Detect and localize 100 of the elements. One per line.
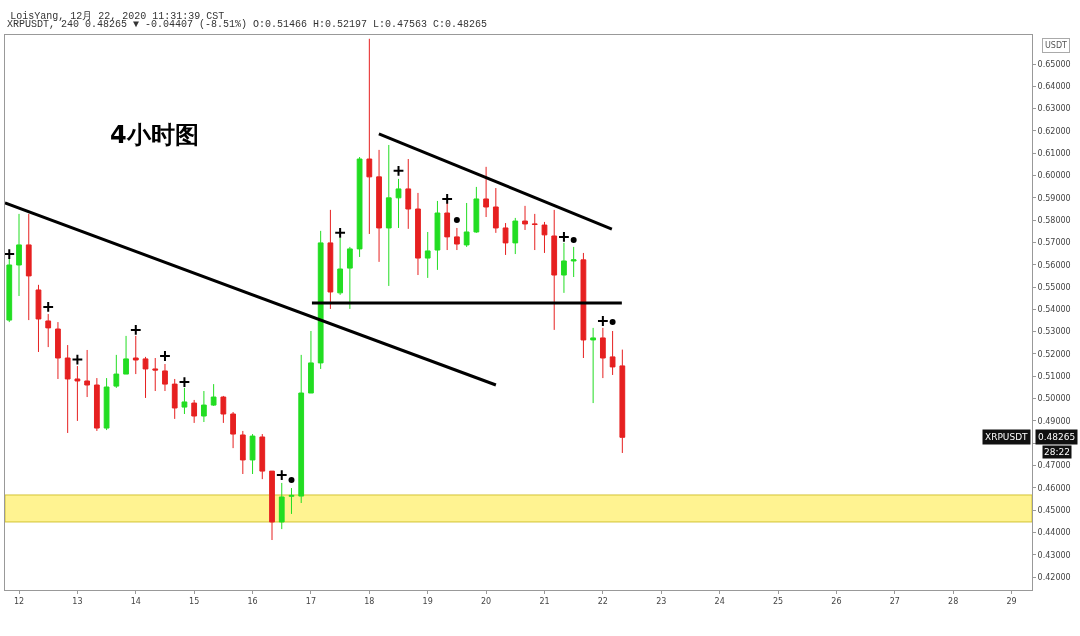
- x-tick-label: 18: [364, 596, 375, 606]
- x-tick-label: 19: [422, 596, 433, 606]
- candlestick: [25, 213, 32, 321]
- candlestick: [308, 330, 314, 394]
- candlestick: [74, 365, 81, 422]
- candlestick: [599, 327, 606, 379]
- point: [159, 350, 171, 362]
- x-tick-label: 13: [72, 596, 83, 606]
- candlestick: [570, 246, 577, 278]
- candlestick: [123, 335, 129, 375]
- candlestick: [45, 313, 52, 348]
- x-tick-label: 28: [948, 596, 959, 606]
- candlestick: [210, 383, 217, 407]
- candlestick: [239, 430, 246, 475]
- candlestick: [473, 186, 480, 234]
- candlestick: [230, 411, 236, 449]
- y-tick-label: 0.61000: [1037, 149, 1071, 159]
- annotation: XRPUSDT: [985, 432, 1029, 442]
- y-tick-label: 0.43000: [1037, 550, 1071, 560]
- candlestick: [171, 378, 178, 420]
- y-tick-label: 0.64000: [1037, 82, 1071, 92]
- candlestick: [444, 202, 451, 251]
- candlestick: [16, 213, 22, 297]
- candlestick: [415, 192, 421, 276]
- candlestick: [502, 222, 509, 256]
- candlestick: [269, 470, 275, 541]
- point: [178, 376, 191, 388]
- y-tick-label: 0.59000: [1037, 193, 1071, 203]
- y-tick-label: 0.57000: [1037, 238, 1071, 248]
- candlestick: [395, 178, 402, 229]
- text: 28:22: [1044, 447, 1070, 457]
- candlestick: [531, 213, 538, 251]
- candlestick: [84, 349, 91, 398]
- annotation: 4小时图: [110, 121, 199, 149]
- candlestick: [288, 487, 295, 515]
- candlestick: [259, 433, 266, 480]
- candlestick: [424, 231, 431, 279]
- y-tick-label: 0.51000: [1037, 372, 1071, 382]
- y-axis-title: USDT: [1045, 41, 1068, 50]
- candlestick: [162, 363, 168, 392]
- x-tick-label: 16: [247, 596, 258, 606]
- y-tick-label: 0.46000: [1037, 483, 1071, 493]
- x-tick-label: 26: [831, 596, 842, 606]
- point: [441, 193, 454, 205]
- x-tick-label: 15: [189, 596, 200, 606]
- x-tick-label: 29: [1006, 596, 1017, 606]
- candlestick: [249, 433, 256, 475]
- text: 0.48265: [1038, 432, 1076, 442]
- point: [596, 315, 609, 327]
- candlestick: [619, 349, 626, 454]
- y-tick-label: 0.52000: [1037, 349, 1071, 359]
- x-tick-label: 27: [889, 596, 900, 606]
- candlestick: [522, 205, 528, 231]
- x-tick-label: 17: [305, 596, 317, 606]
- candlestick: [317, 230, 324, 370]
- y-tick-label: 0.56000: [1037, 260, 1071, 270]
- candlestick: [6, 257, 13, 323]
- candlestick: [298, 354, 305, 504]
- candlestick: [580, 252, 587, 359]
- y-tick-label: 0.54000: [1037, 305, 1071, 315]
- candlestick: [609, 330, 616, 376]
- candlestick: [541, 221, 548, 254]
- candlestick: [113, 354, 120, 389]
- candlestick: [551, 209, 558, 331]
- y-tick-label: 0.44000: [1037, 528, 1071, 538]
- y-tick-label: 0.47000: [1037, 461, 1071, 471]
- point: [288, 477, 295, 484]
- candlestick: [142, 356, 149, 399]
- candlestick: [366, 38, 373, 235]
- candlestick: [201, 390, 207, 423]
- x-tick-label: 14: [130, 596, 141, 606]
- candlestick: [181, 387, 188, 415]
- y-tick-label: 0.63000: [1037, 104, 1071, 114]
- candlestick: [220, 395, 227, 424]
- candlestick: [152, 357, 159, 392]
- candlestick: [405, 158, 412, 230]
- candlestick: [191, 399, 198, 424]
- candlestick: [454, 227, 460, 251]
- y-tick-label: 0.55000: [1037, 282, 1071, 292]
- candlestick: [483, 166, 489, 218]
- point: [453, 216, 460, 223]
- candlestick: [463, 202, 470, 248]
- candlestick: [278, 482, 285, 530]
- candlestick: [103, 377, 110, 431]
- candlestick: [93, 377, 100, 432]
- x-tick-label: 20: [481, 596, 492, 606]
- candlestick: [327, 209, 334, 310]
- y-tick-label: 0.62000: [1037, 126, 1071, 136]
- x-tick-label: 12: [13, 596, 25, 606]
- point: [570, 237, 577, 243]
- candlestick: [492, 187, 499, 234]
- x-tick-label: 22: [597, 596, 608, 606]
- candlestick: [346, 246, 353, 310]
- y-tick-label: 0.50000: [1037, 394, 1071, 404]
- candlestick: [64, 344, 71, 434]
- x-tick-label: 24: [714, 596, 725, 606]
- y-tick-label: 0.53000: [1037, 327, 1071, 337]
- point: [5, 248, 16, 260]
- candlestick: [590, 327, 597, 404]
- y-tick-label: 0.45000: [1037, 505, 1071, 515]
